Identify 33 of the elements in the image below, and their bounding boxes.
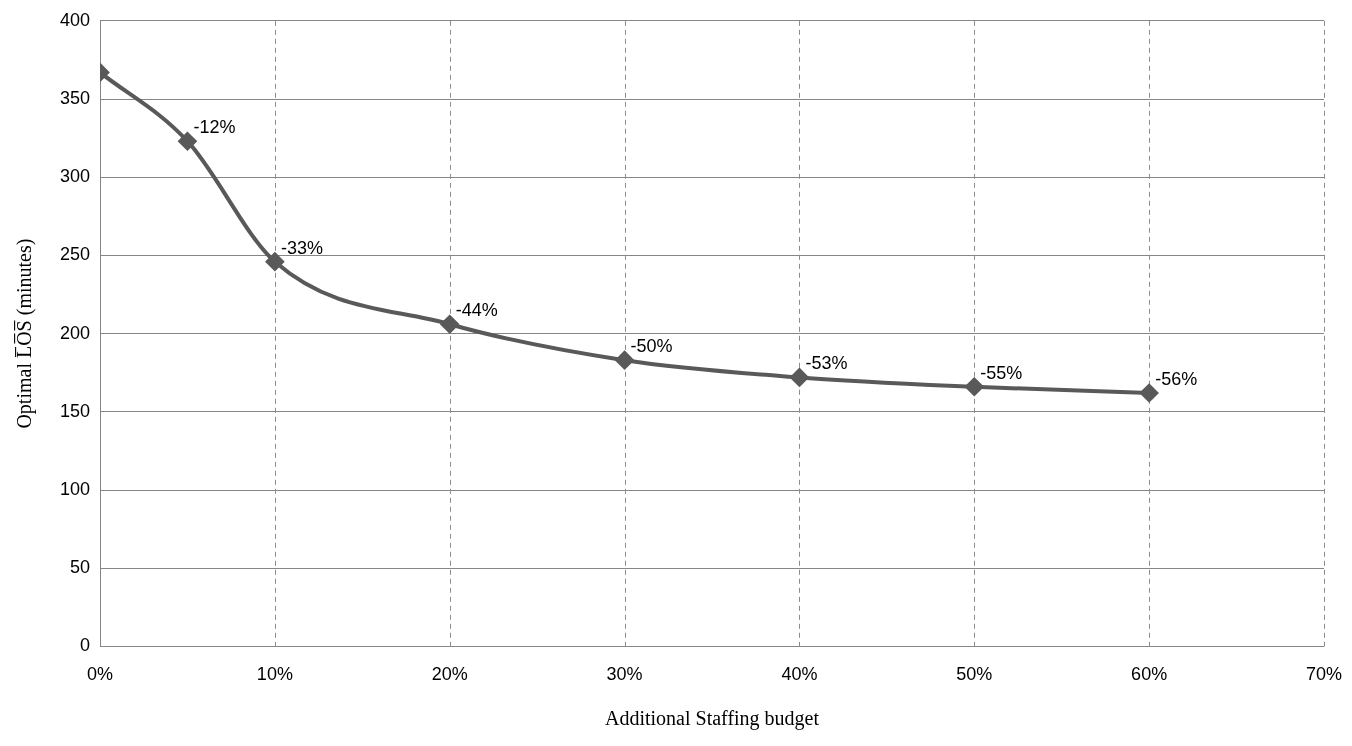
y-tick-label: 0 [80, 635, 91, 656]
point [1140, 384, 1159, 403]
y-axis-title: Optimal L̅O̅S̅ (minutes) [13, 238, 37, 429]
point [265, 252, 284, 271]
annotation: -33% [280, 237, 323, 258]
point [440, 315, 459, 334]
y-tick-label: 50 [70, 557, 91, 578]
x-tick-label: 60% [1131, 664, 1168, 685]
annotation: -12% [193, 117, 236, 138]
point [615, 351, 634, 370]
annotation: -56% [1155, 369, 1198, 389]
point [965, 377, 984, 396]
y-tick-label: 250 [59, 244, 91, 265]
x-tick-label: 10% [256, 664, 293, 685]
x-tick-label: 70% [1305, 664, 1342, 685]
point [790, 368, 809, 387]
annotation: -44% [455, 300, 498, 321]
x-tick-label: 50% [956, 664, 993, 685]
y-tick-label: 350 [59, 87, 91, 108]
x-tick-label: 0% [87, 664, 114, 685]
x-tick-label: 40% [781, 664, 818, 685]
x-axis-title: Additional Staffing budget [604, 707, 820, 731]
x-tick-label: 30% [606, 664, 643, 685]
annotation: -53% [805, 353, 848, 374]
y-tick-label: 400 [59, 9, 91, 30]
annotation: -50% [630, 336, 673, 357]
y-tick-label: 200 [59, 322, 91, 343]
x-tick-label: 20% [431, 664, 468, 685]
y-tick-label: 100 [59, 478, 91, 499]
y-tick-label: 150 [59, 400, 91, 421]
y-tick-label: 300 [59, 166, 91, 187]
point [178, 132, 197, 151]
annotation: -55% [980, 362, 1023, 383]
